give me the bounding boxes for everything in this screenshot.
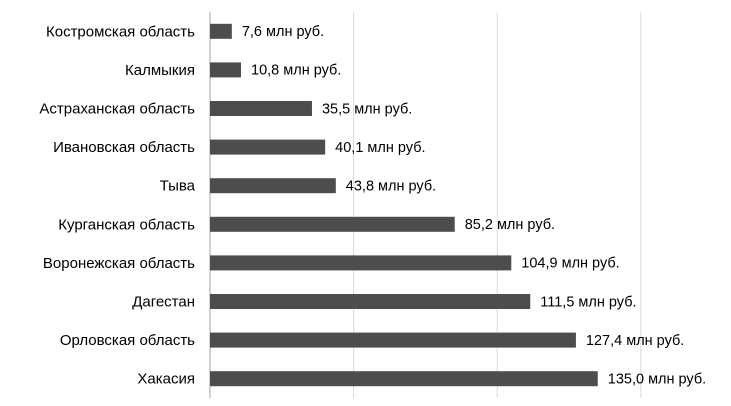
- value-label: 40,1 млн руб.: [335, 140, 425, 156]
- value-label: 135,0 млн руб.: [608, 372, 706, 388]
- value-label: 35,5 млн руб.: [322, 101, 412, 117]
- value-label: 127,4 млн руб.: [586, 333, 684, 349]
- value-label: 104,9 млн руб.: [521, 256, 619, 272]
- bar: [210, 139, 326, 155]
- bar: [210, 23, 232, 39]
- y-tick-label: Орловская область: [60, 332, 195, 349]
- bar: [210, 255, 512, 271]
- bar: [210, 294, 531, 309]
- y-tick-label: Дагестан: [132, 293, 195, 310]
- value-label: 43,8 млн руб.: [346, 179, 436, 195]
- bar: [210, 178, 336, 194]
- y-tick-label: Тыва: [160, 178, 196, 195]
- bar: [210, 101, 312, 116]
- bar: [210, 216, 455, 232]
- y-tick-label: Воронежская область: [43, 255, 195, 272]
- bar: [210, 332, 576, 348]
- bar: [210, 62, 242, 78]
- value-label: 111,5 млн руб.: [540, 294, 636, 310]
- y-tick-label: Астраханская область: [39, 100, 195, 117]
- y-tick-label: Курганская область: [58, 216, 195, 233]
- y-tick-label: Калмыкия: [125, 62, 195, 79]
- value-label: 10,8 млн руб.: [251, 63, 341, 79]
- value-label: 7,6 млн руб.: [242, 24, 324, 40]
- value-label: 85,2 млн руб.: [465, 217, 555, 233]
- bar: [210, 371, 598, 387]
- y-tick-label: Костромская область: [46, 23, 195, 40]
- y-tick-label: Ивановская область: [53, 139, 195, 156]
- y-tick-label: Хакасия: [137, 371, 195, 388]
